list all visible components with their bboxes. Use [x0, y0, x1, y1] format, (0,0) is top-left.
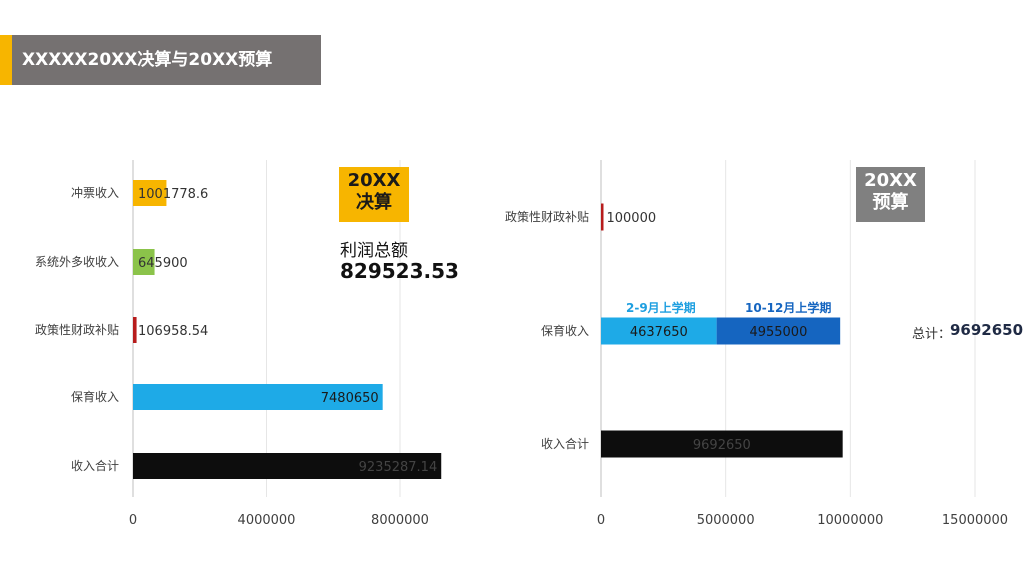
total-value: 9692650: [950, 321, 1024, 339]
left-category-label: 政策性财政补贴: [35, 323, 119, 337]
right-tick-label: 15000000: [942, 513, 1008, 528]
left-category-label: 保育收入: [71, 389, 119, 404]
title-accent: [0, 35, 12, 85]
left-category-label: 收入合计: [71, 458, 119, 473]
legend-series-a: 2-9月上学期: [626, 301, 696, 315]
right-value-label: 4637650: [630, 325, 688, 340]
left-bar: [133, 384, 383, 410]
left-value-label: 106958.54: [138, 324, 208, 339]
page-title: XXXXX20XX决算与20XX预算: [22, 50, 273, 70]
right-tick-label: 0: [597, 513, 605, 528]
right-badge: 20XX 预算: [856, 167, 925, 222]
left-bar: [133, 453, 442, 479]
left-bar: [133, 317, 137, 343]
left-value-label: 645900: [138, 256, 188, 271]
left-badge: 20XX 决算: [339, 167, 409, 222]
left-bar: [133, 249, 155, 275]
left-bar: [133, 180, 167, 206]
left-value-label: 9235287.14: [359, 460, 438, 475]
right-bar: [601, 430, 843, 458]
legend-series-b: 10-12月上学期: [745, 301, 832, 315]
right-badge-year: 20XX: [864, 170, 917, 191]
profit-label: 利润总额: [340, 241, 408, 261]
left-category-label: 系统外多收收入: [35, 255, 119, 269]
right-bar: [716, 317, 841, 345]
profit-value: 829523.53: [340, 259, 459, 283]
right-value-label: 100000: [606, 211, 656, 226]
left-tick-label: 4000000: [238, 513, 296, 528]
right-badge-type: 预算: [872, 192, 909, 213]
right-tick-label: 10000000: [817, 513, 883, 528]
right-category-label: 政策性财政补贴: [505, 210, 589, 224]
total-label: 总计：: [912, 327, 952, 342]
title-bar: [0, 35, 321, 85]
right-value-label: 4955000: [749, 325, 807, 340]
left-badge-year: 20XX: [347, 170, 401, 191]
right-tick-label: 5000000: [697, 513, 755, 528]
right-value-label: 9692650: [693, 438, 751, 453]
left-badge-type: 决算: [356, 192, 392, 213]
left-value-label: 1001778.6: [138, 187, 208, 202]
left-tick-label: 0: [129, 513, 137, 528]
left-tick-label: 8000000: [371, 513, 429, 528]
left-value-label: 7480650: [321, 391, 379, 406]
right-bar: [601, 317, 717, 345]
left-category-label: 冲票收入: [71, 185, 119, 200]
right-category-label: 保育收入: [541, 323, 589, 338]
right-category-label: 收入合计: [541, 436, 589, 451]
right-bar: [601, 203, 604, 231]
